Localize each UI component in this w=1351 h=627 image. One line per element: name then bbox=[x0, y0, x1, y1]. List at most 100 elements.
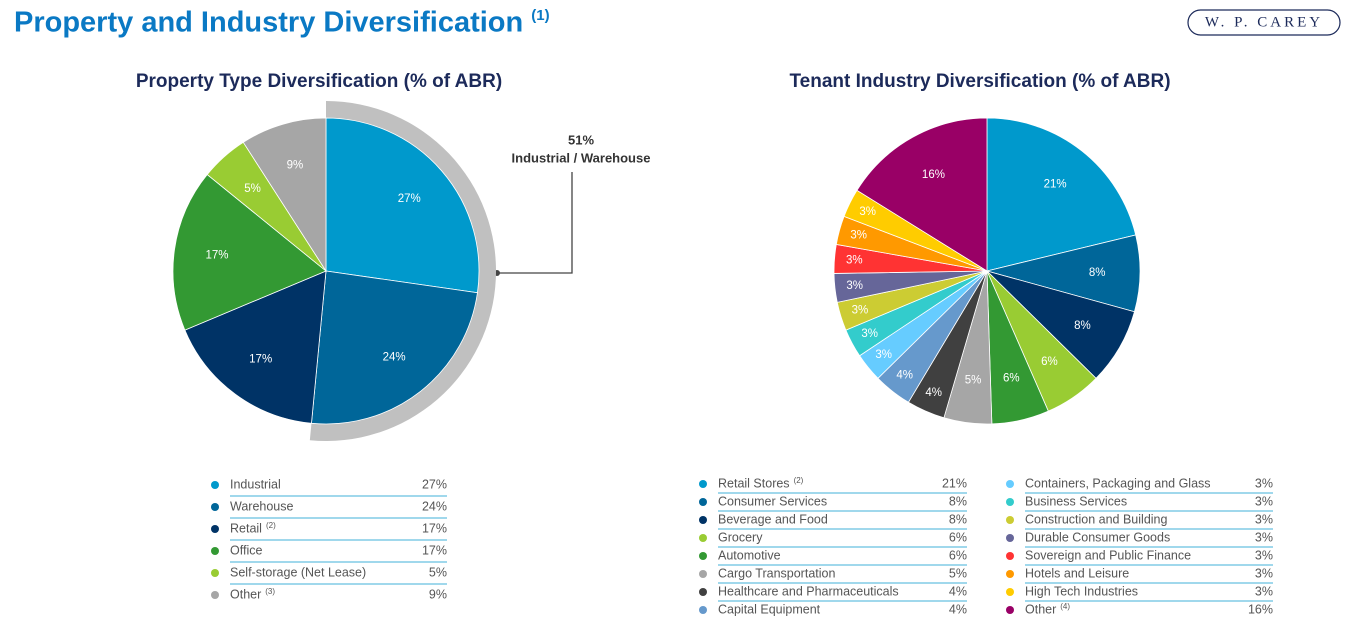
annotation-connector bbox=[497, 172, 573, 274]
legend-swatch bbox=[1006, 480, 1014, 488]
legend-swatch bbox=[1006, 570, 1014, 578]
legend-swatch bbox=[1006, 606, 1014, 614]
legend-value: 8% bbox=[949, 494, 967, 508]
legend-value: 9% bbox=[429, 587, 447, 601]
pie-slice bbox=[242, 117, 327, 273]
legend-value: 3% bbox=[1255, 530, 1273, 544]
legend-label: Cargo Transportation bbox=[718, 566, 835, 580]
legend-swatch bbox=[699, 534, 707, 542]
legend-label: Beverage and Food bbox=[718, 512, 828, 526]
slice-label: 3% bbox=[850, 230, 867, 242]
legend-note: (3) bbox=[265, 587, 275, 596]
slice-label: 16% bbox=[922, 169, 945, 181]
slice-label: 6% bbox=[1003, 372, 1020, 384]
legend-label: Self-storage (Net Lease) bbox=[230, 565, 366, 579]
legend-swatch bbox=[211, 481, 219, 489]
legend-swatch bbox=[699, 552, 707, 560]
pie-slice bbox=[325, 117, 480, 294]
legend-value: 3% bbox=[1255, 494, 1273, 508]
legend-value: 16% bbox=[1248, 602, 1273, 616]
legend-value: 6% bbox=[949, 548, 967, 562]
legend-swatch bbox=[699, 516, 707, 524]
legend-value: 3% bbox=[1255, 584, 1273, 598]
pie-slice bbox=[311, 270, 478, 425]
slice-label: 3% bbox=[846, 254, 863, 266]
legend-swatch bbox=[211, 591, 219, 599]
legend-label: Retail Stores bbox=[718, 476, 790, 490]
legend-value: 24% bbox=[422, 499, 447, 513]
legend-swatch bbox=[211, 569, 219, 577]
legend-value: 8% bbox=[949, 512, 967, 526]
slice-label: 24% bbox=[383, 352, 406, 364]
legend-label: Warehouse bbox=[230, 499, 294, 513]
legend-label: Grocery bbox=[718, 530, 763, 544]
legend-label: Durable Consumer Goods bbox=[1025, 530, 1170, 544]
slice-label: 8% bbox=[1089, 267, 1106, 279]
chart-title: Property Type Diversification (% of ABR) bbox=[136, 71, 502, 92]
legend-note: (4) bbox=[1060, 602, 1070, 611]
legend-swatch bbox=[1006, 516, 1014, 524]
legend-value: 6% bbox=[949, 530, 967, 544]
logo: W. P. CAREY bbox=[1205, 14, 1323, 30]
slice-label: 8% bbox=[1074, 320, 1091, 332]
legend-swatch bbox=[211, 503, 219, 511]
slice-label: 21% bbox=[1044, 178, 1067, 190]
legend-swatch bbox=[211, 547, 219, 555]
pie-slice bbox=[172, 173, 327, 331]
legend-label: Consumer Services bbox=[718, 494, 827, 508]
legend-swatch bbox=[699, 570, 707, 578]
legend-swatch bbox=[1006, 552, 1014, 560]
legend-value: 17% bbox=[422, 543, 447, 557]
annotation-value: 51% bbox=[568, 132, 594, 147]
slice-label: 3% bbox=[852, 305, 869, 317]
legend-label: Retail bbox=[230, 521, 262, 535]
slice-label: 3% bbox=[875, 349, 892, 361]
legend-label: High Tech Industries bbox=[1025, 584, 1138, 598]
legend-swatch bbox=[699, 588, 707, 596]
legend-swatch bbox=[699, 480, 707, 488]
slice-label: 5% bbox=[244, 183, 261, 195]
legend-swatch bbox=[699, 498, 707, 506]
logo-frame bbox=[1187, 9, 1341, 36]
slice-label: 4% bbox=[925, 387, 942, 399]
pie-slice bbox=[184, 270, 327, 424]
page-title: Property and Industry Diversification bbox=[14, 7, 523, 39]
legend-label: Capital Equipment bbox=[718, 602, 821, 616]
legend-value: 4% bbox=[949, 584, 967, 598]
legend-label: Sovereign and Public Finance bbox=[1025, 548, 1191, 562]
legend-label: Business Services bbox=[1025, 494, 1127, 508]
legend-label: Other bbox=[230, 587, 261, 601]
legend-label: Healthcare and Pharmaceuticals bbox=[718, 584, 899, 598]
slice-label: 17% bbox=[205, 249, 228, 261]
slice-label: 4% bbox=[896, 370, 913, 382]
slice-label: 6% bbox=[1041, 356, 1058, 368]
legend-label: Automotive bbox=[718, 548, 781, 562]
title-note: (1) bbox=[531, 7, 549, 24]
legend-label: Office bbox=[230, 543, 262, 557]
pie-slice bbox=[856, 117, 988, 272]
legend-value: 3% bbox=[1255, 476, 1273, 490]
legend-label: Hotels and Leisure bbox=[1025, 566, 1129, 580]
legend-note: (2) bbox=[266, 521, 276, 530]
slice-label: 17% bbox=[249, 354, 272, 366]
legend-swatch bbox=[699, 606, 707, 614]
pie-slice bbox=[986, 117, 1137, 272]
legend-value: 27% bbox=[422, 477, 447, 491]
legend-value: 3% bbox=[1255, 566, 1273, 580]
legend-value: 5% bbox=[949, 566, 967, 580]
legend-label: Construction and Building bbox=[1025, 512, 1167, 526]
legend-swatch bbox=[1006, 588, 1014, 596]
legend-value: 3% bbox=[1255, 512, 1273, 526]
legend-label: Other bbox=[1025, 602, 1056, 616]
slice-label: 27% bbox=[398, 193, 421, 205]
legend-value: 17% bbox=[422, 521, 447, 535]
slice-label: 3% bbox=[859, 206, 876, 218]
slice-label: 9% bbox=[287, 159, 304, 171]
legend-label: Industrial bbox=[230, 477, 281, 491]
legend-value: 5% bbox=[429, 565, 447, 579]
annotation-text: Industrial / Warehouse bbox=[512, 150, 651, 165]
legend-value: 3% bbox=[1255, 548, 1273, 562]
legend-swatch bbox=[1006, 498, 1014, 506]
slice-label: 3% bbox=[846, 280, 863, 292]
